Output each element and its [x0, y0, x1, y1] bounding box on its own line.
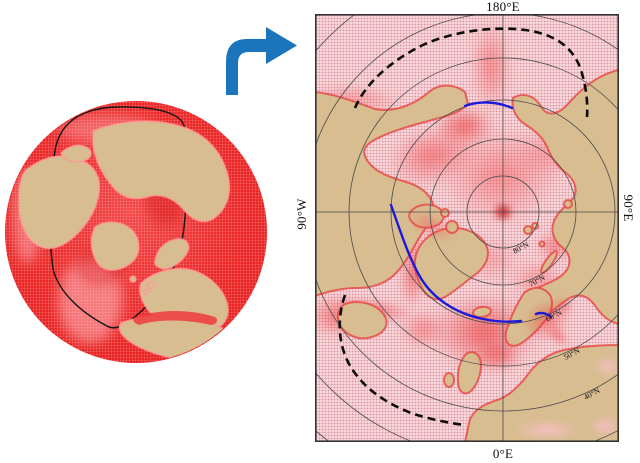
globe-panel — [5, 101, 267, 363]
latitude-labels: 80°N 70°N 60°N 50°N 40°N — [511, 240, 601, 402]
sea-mediterranean-west — [513, 419, 581, 441]
land-canada-alaska — [315, 84, 469, 297]
map-panel: 80°N 70°N 60°N 50°N 40°N — [315, 14, 619, 442]
globe-land-siberia — [92, 120, 231, 223]
zoom-arrow-icon — [226, 27, 297, 95]
map-overlay-layer: 80°N 70°N 60°N 50°N 40°N — [315, 14, 619, 442]
globe-land-iceland — [129, 275, 137, 283]
map-land-layer — [315, 69, 619, 442]
globe-land-ireland — [142, 288, 150, 296]
lat-label-80n: 80°N — [511, 240, 530, 256]
globe-land-britain — [146, 280, 156, 290]
land-severnaya-zemlya — [563, 199, 573, 209]
globe-land-north-america — [18, 155, 101, 250]
boundary-pacific — [353, 27, 589, 118]
land-arctic-island — [440, 208, 450, 218]
land-ireland — [443, 372, 455, 388]
section-bering-strait — [463, 101, 514, 110]
lat-label-50n: 50°N — [562, 346, 581, 362]
section-arctic-gateways — [389, 203, 523, 323]
globe-land-overlay — [13, 106, 242, 362]
boundary-atlantic — [338, 294, 466, 427]
land-quebec-labrador — [336, 301, 388, 340]
land-iceland — [472, 305, 492, 319]
lat-label-70n: 70°N — [527, 273, 546, 289]
sea-black-sea — [593, 355, 619, 377]
graticule — [315, 14, 619, 442]
land-novaya-zemlya — [540, 250, 558, 274]
mesh-north-sea — [473, 340, 521, 372]
mesh-bering-plume — [471, 20, 511, 112]
lat-label-60n: 60°N — [544, 308, 563, 324]
land-svalbard — [523, 225, 533, 235]
axis-label-top: 180°E — [486, 0, 520, 14]
axis-label-right: 90°E — [621, 194, 636, 222]
axis-label-bottom: 0°E — [492, 446, 514, 461]
domain-boundary-dashed — [338, 27, 589, 427]
globe-land-alaska — [60, 144, 92, 163]
lat-label-40n: 40°N — [582, 386, 601, 402]
land-franz-josef — [538, 240, 546, 248]
globe-land-greenland — [90, 221, 140, 271]
map-frame — [315, 14, 619, 442]
axis-label-left: 90°W — [294, 198, 309, 230]
globe-mediterranean — [133, 311, 218, 325]
sea-mediterranean-east — [589, 414, 619, 438]
land-europe — [464, 344, 619, 442]
section-skagerrak — [534, 311, 553, 319]
globe-land-scandinavia — [154, 238, 190, 270]
gateway-sections-blue — [389, 101, 553, 323]
